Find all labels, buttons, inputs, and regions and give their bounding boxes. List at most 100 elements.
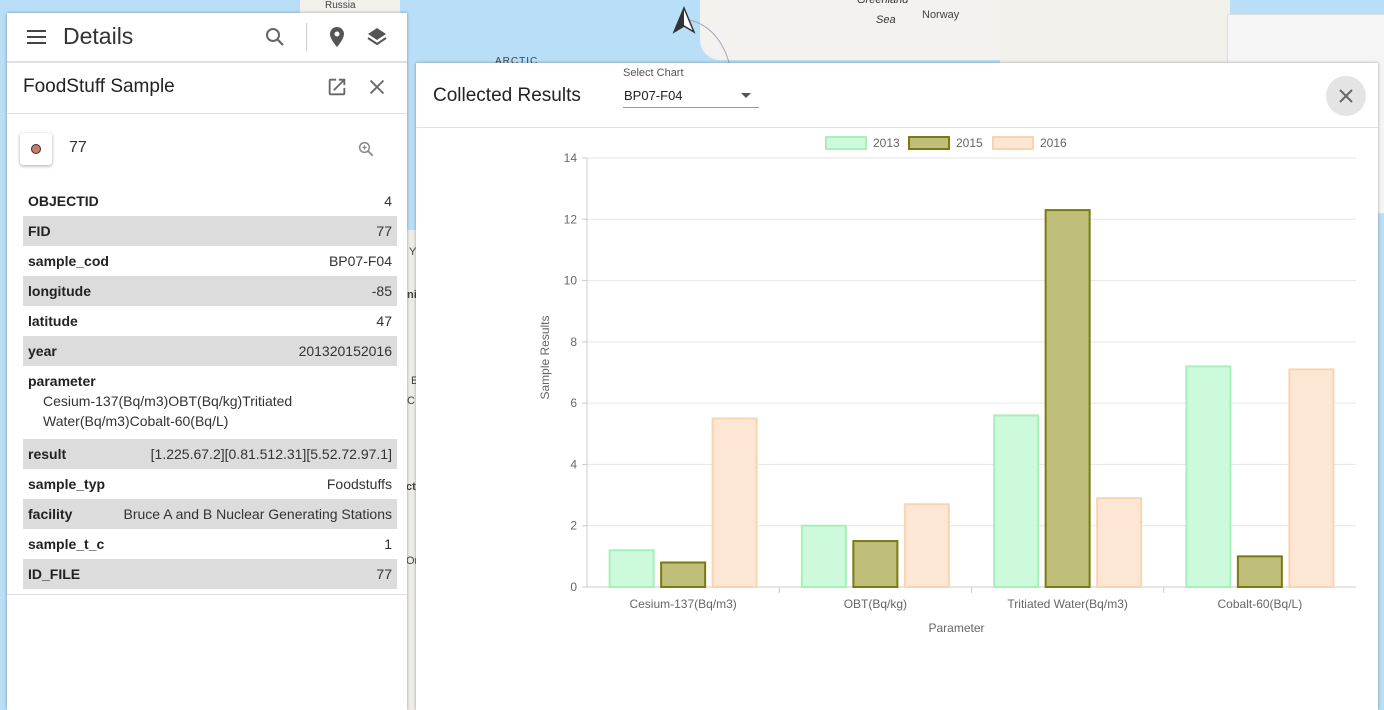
search-icon[interactable] <box>263 25 287 49</box>
y-tick-label: 0 <box>570 580 577 594</box>
record-value: 77 <box>69 139 87 156</box>
y-tick-label: 2 <box>570 519 577 533</box>
legend-swatch <box>992 136 1034 150</box>
bar-2016 <box>1096 497 1143 588</box>
layers-icon[interactable] <box>365 25 389 49</box>
attribute-row: latitude 47 <box>23 306 397 336</box>
chart-panel: Collected Results Select Chart BP07-F04 … <box>416 63 1378 710</box>
attribute-row: OBJECTID 4 <box>23 186 397 216</box>
feature-title: FoodStuff Sample <box>23 76 175 97</box>
map-route-line <box>690 19 731 67</box>
menu-icon[interactable] <box>27 30 46 44</box>
attribute-value: Cesium-137(Bq/m3)OBT(Bq/kg)Tritiated Wat… <box>43 393 293 429</box>
attribute-row: FID 77 <box>23 216 397 246</box>
attribute-row: ID_FILE 77 <box>23 559 397 589</box>
bar-2016 <box>903 503 950 588</box>
chart-header: Collected Results Select Chart BP07-F04 <box>416 63 1378 128</box>
attribute-table: OBJECTID 4 FID 77 sample_cod BP07-F04 longi… <box>23 186 397 589</box>
x-tick-label: Cobalt-60(Bq/L) <box>1218 597 1303 611</box>
chart-close-button[interactable] <box>1326 76 1366 116</box>
bar-2013 <box>1185 365 1232 588</box>
north-arrow-icon[interactable] <box>672 6 696 34</box>
header-divider <box>306 23 307 51</box>
map-label-sea: Sea <box>876 14 896 26</box>
y-tick-label: 10 <box>564 274 578 288</box>
legend-swatch <box>825 136 867 150</box>
attribute-row: sample_t_c 1 <box>23 529 397 559</box>
legend-label: 2015 <box>956 136 983 150</box>
zoom-in-icon[interactable] <box>357 140 375 158</box>
details-title: Details <box>63 23 134 49</box>
y-tick-label: 12 <box>564 212 578 226</box>
attribute-value: 77 <box>376 223 392 239</box>
attribute-value: -85 <box>371 283 392 299</box>
attribute-row: facility Bruce A and B Nuclear Generating… <box>23 499 397 529</box>
location-pin-icon[interactable] <box>325 25 349 49</box>
bar-2016 <box>1288 368 1335 588</box>
x-tick-label: Cesium-137(Bq/m3) <box>629 597 736 611</box>
y-axis-title: Sample Results <box>538 315 552 399</box>
symbol-swatch <box>20 133 52 165</box>
attribute-value: Foodstuffs <box>326 476 392 492</box>
close-icon <box>1339 89 1353 103</box>
map-edge-text-3: E <box>411 375 419 387</box>
attribute-key: ID_FILE <box>28 566 81 582</box>
attribute-key: FID <box>28 223 51 239</box>
select-chart-dropdown[interactable]: BP07-F04 <box>623 83 759 108</box>
x-tick-label: Tritiated Water(Bq/m3) <box>1007 597 1127 611</box>
bar-2013 <box>993 414 1040 588</box>
bar-2015 <box>852 540 899 588</box>
bar-2015 <box>1236 555 1283 589</box>
attribute-value: [1.225.67.2][0.81.512.31][5.52.72.97.1] <box>150 446 392 462</box>
details-header: Details <box>7 13 407 63</box>
x-tick-label: OBT(Bq/kg) <box>844 597 907 611</box>
map-label-norway: Norway <box>922 9 960 21</box>
divider <box>7 594 407 595</box>
attribute-key: longitude <box>28 283 91 299</box>
select-chart-value: BP07-F04 <box>624 88 683 103</box>
attribute-row: parameter Cesium-137(Bq/m3)OBT(Bq/kg)Trit… <box>23 366 397 439</box>
bar-2013 <box>800 524 847 589</box>
attribute-key: OBJECTID <box>28 193 99 209</box>
feature-header: FoodStuff Sample <box>7 63 407 114</box>
attribute-row: result [1.225.67.2][0.81.512.31][5.52.72.… <box>23 439 397 469</box>
bar-2016 <box>711 417 758 589</box>
bar-2013 <box>608 549 655 589</box>
y-tick-label: 4 <box>570 457 577 471</box>
map-edge-text-1: Y <box>409 246 417 258</box>
attribute-key: latitude <box>28 313 78 329</box>
map-label-greenland: Greenland <box>857 0 909 6</box>
record-row[interactable]: 77 <box>19 133 391 167</box>
attribute-value: 201320152016 <box>298 343 392 359</box>
x-axis-title: Parameter <box>928 621 984 635</box>
attribute-value: BP07-F04 <box>328 253 392 269</box>
attribute-value: 77 <box>376 566 392 582</box>
attribute-row: longitude -85 <box>23 276 397 306</box>
bar-2015 <box>1044 209 1091 588</box>
attribute-row: sample_cod BP07-F04 <box>23 246 397 276</box>
legend-label: 2013 <box>873 136 900 150</box>
attribute-key: year <box>28 343 57 359</box>
attribute-key: sample_t_c <box>28 536 105 552</box>
open-in-new-icon[interactable] <box>326 76 348 98</box>
attribute-value: Bruce A and B Nuclear Generating Station… <box>123 506 393 522</box>
map-label-arctic: ARCTIC <box>495 56 539 67</box>
attribute-key: sample_cod <box>28 253 109 269</box>
bar-chart: 0 2 4 6 8 10 12 14 Cesium-137(Bq/m3) OBT(Bq/kg) Tr… <box>538 136 1356 635</box>
y-tick-label: 14 <box>564 151 578 165</box>
dropdown-arrow-icon <box>741 93 751 98</box>
attribute-row: year 201320152016 <box>23 336 397 366</box>
attribute-key: sample_typ <box>28 476 106 492</box>
y-tick-label: 6 <box>570 396 577 410</box>
attribute-value: 47 <box>376 313 392 329</box>
legend-swatch <box>908 136 950 150</box>
attribute-key: result <box>28 446 67 462</box>
chart-title: Collected Results <box>433 85 581 106</box>
attribute-value: 1 <box>384 536 392 552</box>
legend-label: 2016 <box>1040 136 1067 150</box>
attribute-value: 4 <box>384 193 392 209</box>
close-icon[interactable] <box>366 76 388 98</box>
details-panel: Details FoodStuff Sample 77 <box>7 13 407 710</box>
y-tick-label: 8 <box>570 335 577 349</box>
map-label-russia: Russia <box>325 0 356 11</box>
